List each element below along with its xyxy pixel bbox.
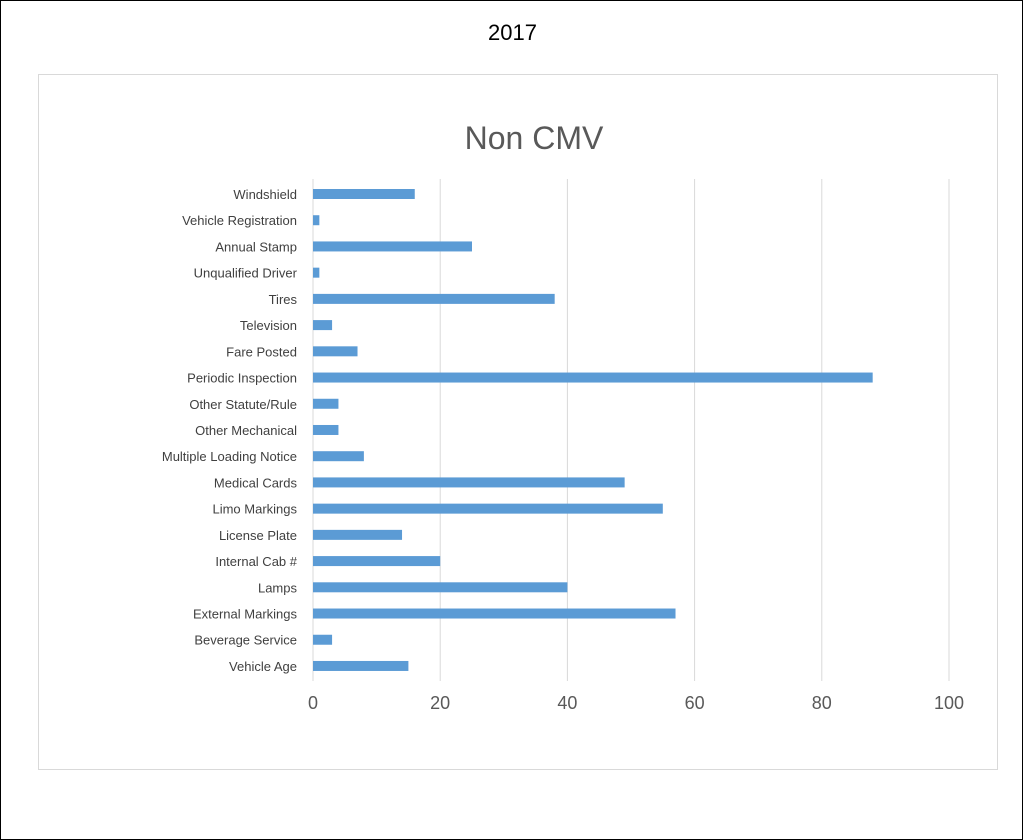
x-tick-label: 60 [685, 693, 705, 713]
bar [313, 556, 441, 567]
category-label: Annual Stamp [215, 239, 297, 254]
category-label: Medical Cards [214, 475, 298, 490]
bar [313, 320, 333, 331]
bar [313, 634, 333, 645]
category-label: Lamps [258, 580, 298, 595]
category-label: Unqualified Driver [194, 266, 298, 281]
category-label: Internal Cab # [215, 554, 297, 569]
bar [313, 189, 415, 199]
bar-chart: Non CMV Windshield Vehicle Registration An… [162, 120, 964, 713]
bar [313, 215, 320, 226]
category-label: License Plate [219, 528, 297, 543]
x-tick-label: 40 [557, 693, 577, 713]
category-label: Multiple Loading Notice [162, 449, 297, 464]
bar [313, 267, 320, 278]
chart-container: Non CMV Windshield Vehicle Registration An… [38, 74, 998, 770]
bar [313, 582, 568, 593]
category-label: Beverage Service [194, 633, 297, 648]
category-label: Vehicle Age [229, 659, 297, 674]
category-label: Limo Markings [212, 502, 297, 517]
category-label: Television [240, 318, 297, 333]
bar [313, 477, 625, 488]
x-tick-label: 80 [812, 693, 832, 713]
bar [313, 398, 339, 409]
bar [313, 451, 364, 462]
category-label: Tires [269, 292, 298, 307]
bar [313, 608, 676, 619]
category-label: External Markings [193, 607, 298, 622]
category-label: Fare Posted [226, 344, 297, 359]
category-label: Periodic Inspection [187, 371, 297, 386]
category-label: Windshield [233, 187, 297, 202]
bar [313, 424, 339, 435]
bar [313, 346, 358, 357]
gridlines [312, 179, 950, 681]
x-tick-label: 0 [308, 693, 318, 713]
bars [313, 189, 873, 671]
bar [313, 293, 555, 304]
bar [313, 241, 472, 252]
chart-title: Non CMV [465, 120, 604, 156]
page-heading: 2017 [488, 20, 537, 45]
x-tick-label: 20 [430, 693, 450, 713]
x-tick-label: 100 [934, 693, 964, 713]
bar [313, 529, 403, 540]
bar [313, 660, 409, 671]
category-labels: Windshield Vehicle Registration Annual Sta… [162, 187, 298, 674]
x-tick-labels: 0 20 40 60 80 100 [308, 693, 964, 713]
category-label: Other Statute/Rule [189, 397, 297, 412]
bar [313, 372, 873, 383]
category-label: Other Mechanical [195, 423, 297, 438]
bar [313, 503, 663, 514]
category-label: Vehicle Registration [182, 213, 297, 228]
